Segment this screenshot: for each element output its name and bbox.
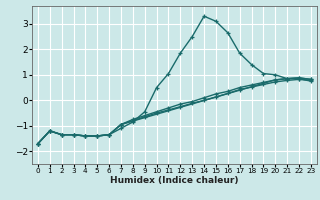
X-axis label: Humidex (Indice chaleur): Humidex (Indice chaleur) (110, 176, 239, 185)
